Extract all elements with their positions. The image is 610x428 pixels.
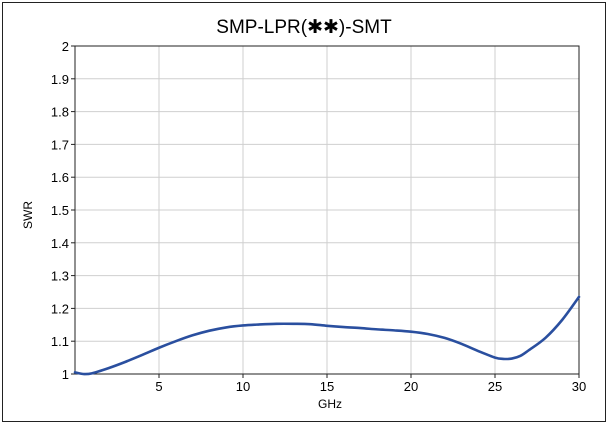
y-tick-label: 1.3: [51, 269, 69, 284]
x-axis-ticks: 5 10 15 20 25 30: [155, 374, 586, 394]
y-tick-label: 1.4: [51, 236, 69, 251]
x-tick-label: 15: [320, 379, 334, 394]
y-tick-label: 1.9: [51, 72, 69, 87]
x-tick-label: 10: [236, 379, 250, 394]
grid-lines: [75, 46, 579, 374]
y-tick-label: 1.1: [51, 334, 69, 349]
x-tick-label: 5: [155, 379, 162, 394]
y-tick-label: 1.2: [51, 301, 69, 316]
y-tick-label: 1.7: [51, 137, 69, 152]
x-tick-label: 25: [488, 379, 502, 394]
swr-chart: SMP-LPR(✱✱)-SMT 1 1.1 1.2 1.3 1.4 1.5 1.6 1.7 1.…: [21, 17, 586, 411]
chart-frame: SMP-LPR(✱✱)-SMT 1 1.1 1.2 1.3 1.4 1.5 1.6 1.7 1.…: [2, 2, 606, 422]
y-tick-label: 2: [62, 39, 69, 54]
y-tick-label: 1: [62, 367, 69, 382]
x-tick-label: 30: [572, 379, 586, 394]
x-tick-label: 20: [404, 379, 418, 394]
y-axis-label: SWR: [21, 201, 35, 229]
chart-title: SMP-LPR(✱✱)-SMT: [216, 17, 392, 38]
y-axis-ticks: 1 1.1 1.2 1.3 1.4 1.5 1.6 1.7 1.8 1.9 2: [51, 39, 75, 382]
x-axis-label: GHz: [318, 397, 342, 411]
swr-series-line: [73, 295, 581, 376]
y-tick-label: 1.5: [51, 203, 69, 218]
y-tick-label: 1.6: [51, 170, 69, 185]
y-tick-label: 1.8: [51, 105, 69, 120]
